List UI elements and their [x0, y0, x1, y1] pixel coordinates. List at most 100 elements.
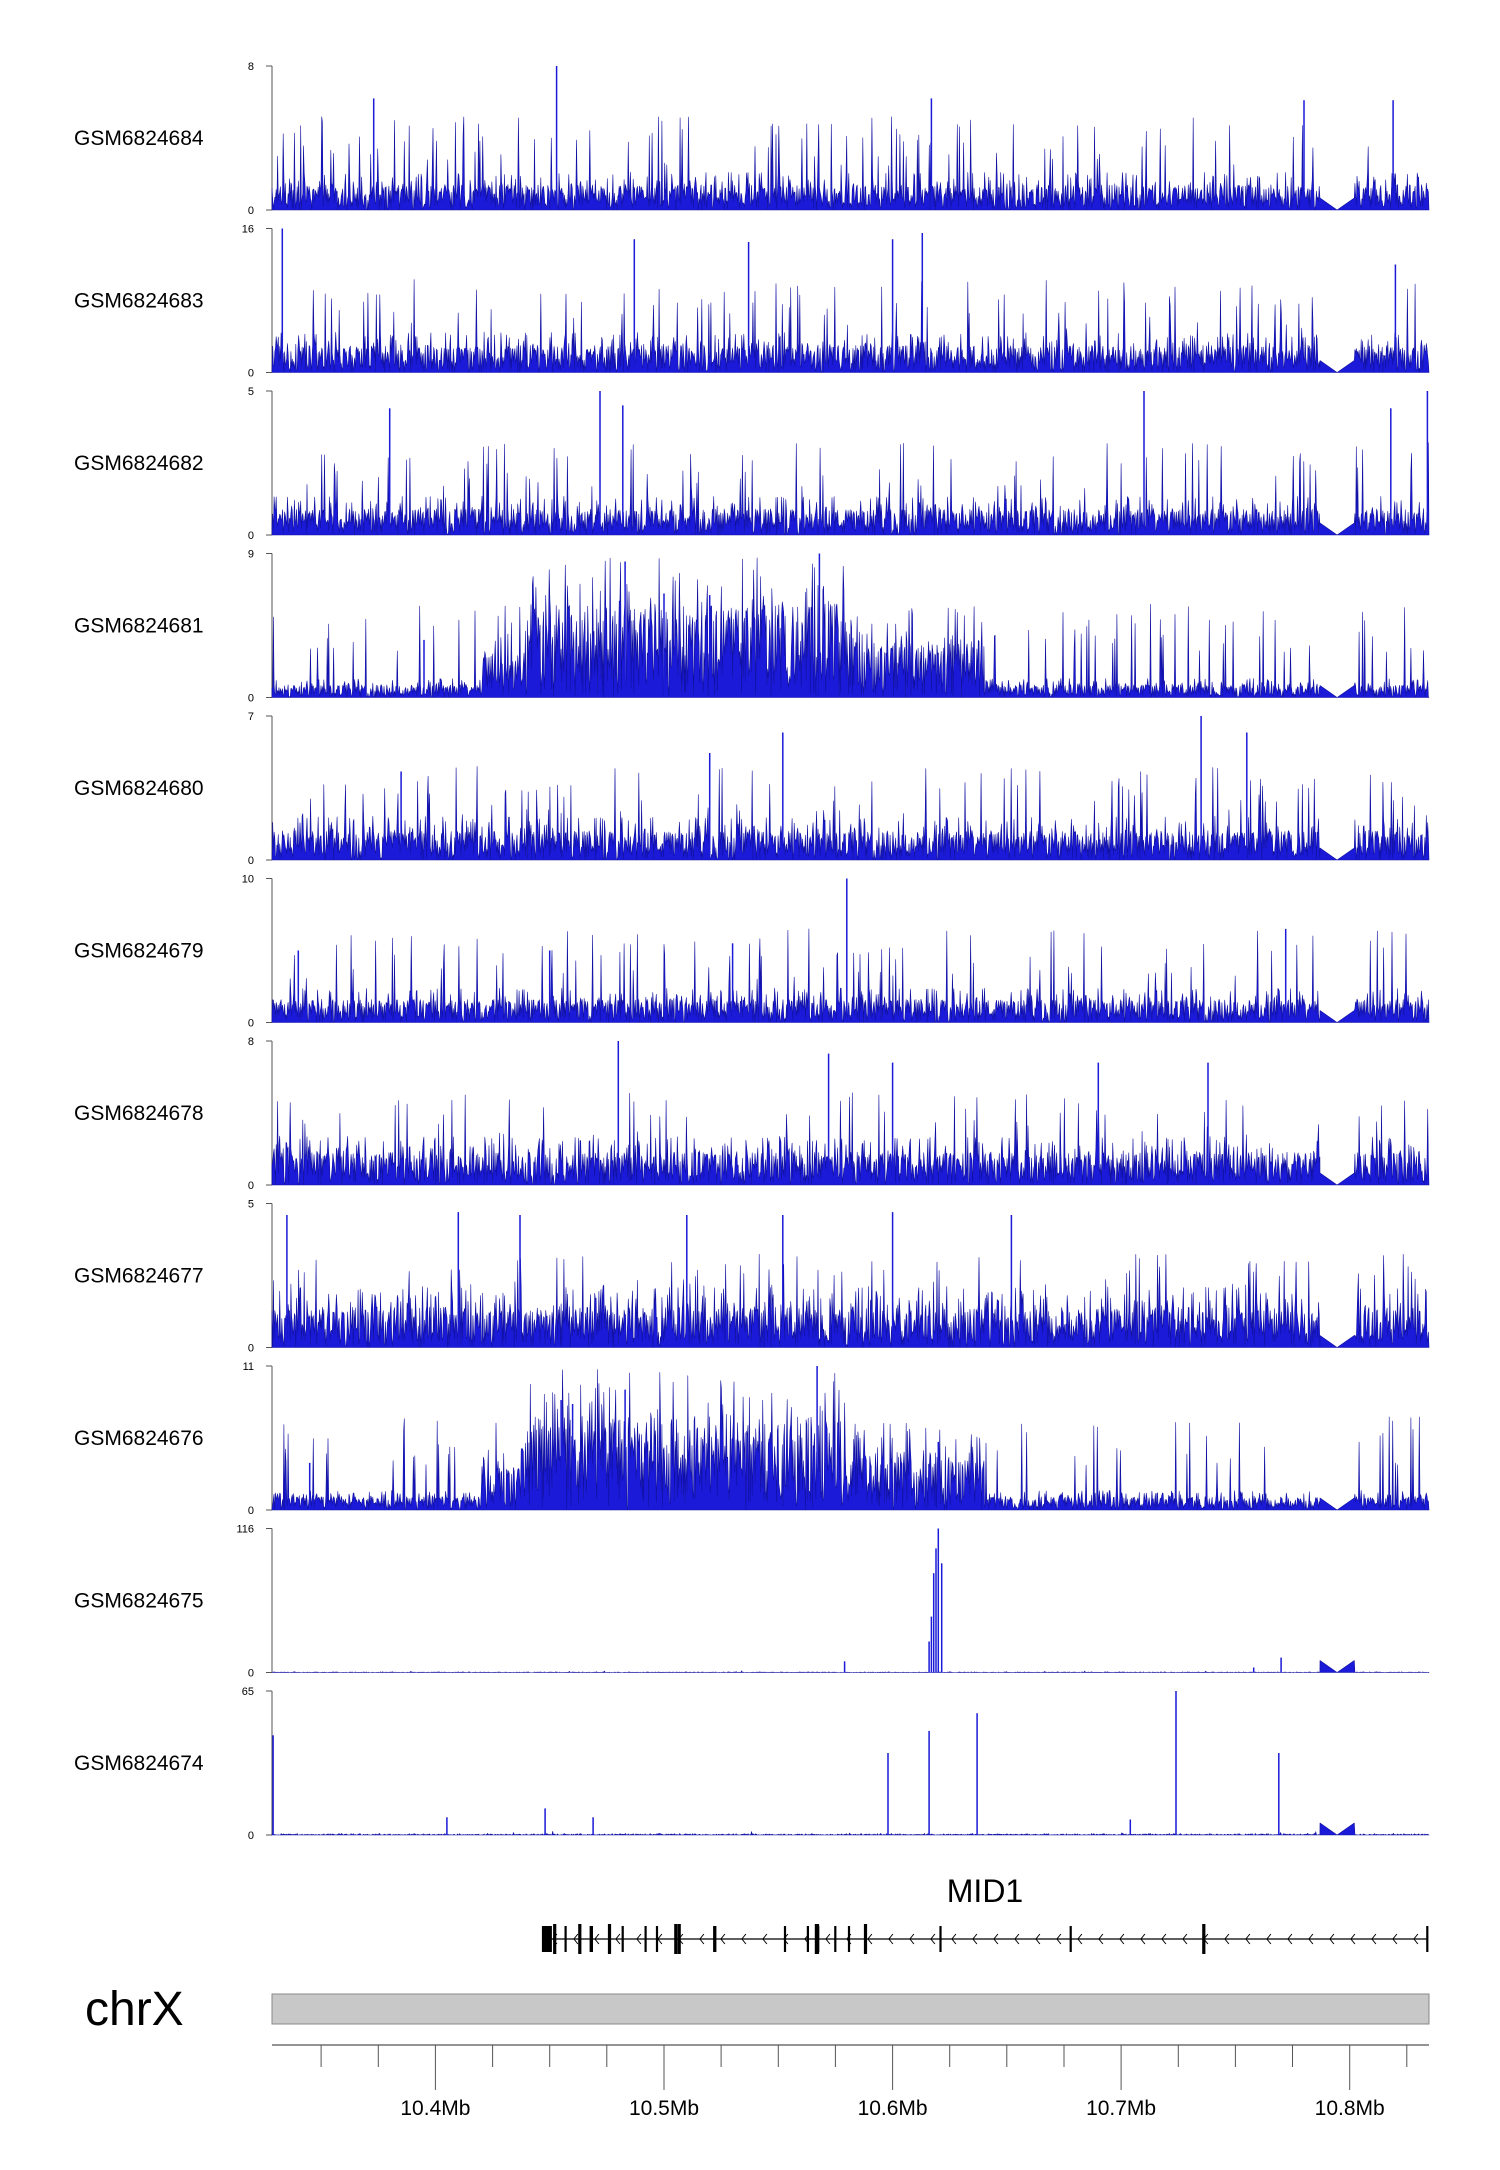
- y-min-label: 0: [248, 1180, 254, 1192]
- gene-exon: [1202, 1924, 1206, 1954]
- track-label: GSM6824680: [74, 777, 204, 800]
- track-GSM6824675: GSM6824675 116 0: [74, 1524, 1430, 1680]
- gene-exon: [549, 1926, 552, 1952]
- gene-exon: [677, 1924, 681, 1954]
- strand-arrow: [573, 1933, 579, 1945]
- gene-track-mid1: MID1: [541, 1873, 1429, 1954]
- y-max-label: 9: [248, 549, 254, 561]
- strand-arrow: [972, 1933, 978, 1945]
- y-max-label: 16: [242, 224, 254, 236]
- track-GSM6824680: GSM6824680 7 0: [74, 711, 1430, 867]
- strand-arrow: [993, 1933, 999, 1945]
- y-min-label: 0: [248, 1018, 254, 1030]
- coverage-area: [271, 557, 1430, 698]
- coverage-tracks: GSM682468480GSM6824683160GSM682468250GSM…: [74, 61, 1430, 1842]
- track-GSM6824677: GSM6824677 5 0: [74, 1199, 1430, 1355]
- coverage-area: [271, 442, 1430, 536]
- gene-exon: [621, 1926, 624, 1952]
- gene-exon: [847, 1926, 851, 1952]
- strand-arrow: [825, 1933, 831, 1945]
- track-label: GSM6824675: [74, 1590, 204, 1613]
- gene-exon: [607, 1924, 612, 1954]
- track-GSM6824678: GSM6824678 8 0: [74, 1036, 1430, 1192]
- chromosome-name-label: chrX: [85, 1983, 184, 2036]
- track-label: GSM6824681: [74, 615, 204, 638]
- gene-exon: [589, 1926, 592, 1952]
- axis-tick-label: 10.6Mb: [858, 2097, 928, 2120]
- strand-arrow: [1182, 1933, 1188, 1945]
- strand-arrow: [699, 1933, 705, 1945]
- y-max-label: 10: [242, 874, 254, 886]
- gene-exon: [939, 1926, 942, 1952]
- track-GSM6824679: GSM6824679 10 0: [74, 874, 1430, 1030]
- gene-exon: [655, 1926, 659, 1952]
- strand-arrow: [741, 1933, 747, 1945]
- y-min-label: 0: [248, 1668, 254, 1680]
- coverage-area: [271, 116, 1430, 211]
- axis-tick-label: 10.5Mb: [629, 2097, 699, 2120]
- coverage-area: [271, 1092, 1430, 1186]
- track-label: GSM6824682: [74, 452, 204, 475]
- strand-arrow: [1035, 1933, 1041, 1945]
- track-label: GSM6824677: [74, 1265, 204, 1288]
- strand-arrow: [594, 1933, 600, 1945]
- gene-exon: [674, 1924, 678, 1954]
- axis-tick-label: 10.4Mb: [400, 2097, 470, 2120]
- axis-tick-label: 10.7Mb: [1086, 2097, 1156, 2120]
- gene-exon: [863, 1924, 868, 1954]
- strand-arrow: [888, 1933, 894, 1945]
- y-min-label: 0: [248, 530, 254, 542]
- strand-arrow: [1224, 1933, 1230, 1945]
- strand-arrow: [1329, 1933, 1335, 1945]
- gene-exon: [1069, 1926, 1072, 1952]
- track-GSM6824684: GSM6824684 8 0: [74, 61, 1430, 217]
- strand-arrow: [1350, 1933, 1356, 1945]
- coverage-area: [271, 1822, 1430, 1836]
- y-max-label: 5: [248, 386, 254, 398]
- track-GSM6824681: GSM6824681 9 0: [74, 549, 1430, 705]
- y-min-label: 0: [248, 368, 254, 380]
- y-max-label: 5: [248, 1199, 254, 1211]
- y-min-label: 0: [248, 1343, 254, 1355]
- gene-exon: [578, 1924, 582, 1954]
- strand-arrow: [1287, 1933, 1293, 1945]
- strand-arrow: [762, 1933, 768, 1945]
- track-label: GSM6824684: [74, 127, 204, 150]
- gene-exon: [714, 1926, 717, 1952]
- strand-arrow: [1392, 1933, 1398, 1945]
- strand-arrow: [1014, 1933, 1020, 1945]
- gene-model: [541, 1924, 1429, 1954]
- coverage-area: [271, 928, 1430, 1023]
- coverage-area: [271, 1660, 1430, 1673]
- gene-name-label: MID1: [947, 1873, 1023, 1909]
- y-max-label: 8: [248, 61, 254, 73]
- coverage-area: [271, 279, 1430, 373]
- gene-exon: [553, 1924, 557, 1954]
- strand-arrow: [951, 1933, 957, 1945]
- strand-arrow: [1371, 1933, 1377, 1945]
- track-GSM6824674: GSM6824674 65 0: [74, 1686, 1430, 1842]
- track-label: GSM6824674: [74, 1752, 204, 1775]
- strand-arrow: [720, 1933, 726, 1945]
- y-max-label: 8: [248, 1036, 254, 1048]
- strand-arrow: [1413, 1933, 1419, 1945]
- y-min-label: 0: [248, 205, 254, 217]
- gene-exon: [1426, 1926, 1429, 1952]
- chromosome-ideogram: chrX: [85, 1983, 1430, 2036]
- y-min-label: 0: [248, 1830, 254, 1842]
- y-min-label: 0: [248, 693, 254, 705]
- gene-exon: [713, 1926, 716, 1952]
- gene-exon: [644, 1926, 647, 1952]
- strand-arrow: [909, 1933, 915, 1945]
- coverage-area: [271, 1254, 1430, 1348]
- strand-arrow: [615, 1933, 621, 1945]
- genome-axis: 10.4Mb 10.5Mb 10.6Mb 10.7Mb 10.8Mb: [272, 2044, 1429, 2120]
- strand-arrow: [1140, 1933, 1146, 1945]
- strand-arrow: [1119, 1933, 1125, 1945]
- strand-arrow: [1077, 1933, 1083, 1945]
- strand-arrow: [1266, 1933, 1272, 1945]
- axis-tick-label: 10.8Mb: [1315, 2097, 1385, 2120]
- strand-arrow: [1056, 1933, 1062, 1945]
- gene-exon: [546, 1926, 549, 1952]
